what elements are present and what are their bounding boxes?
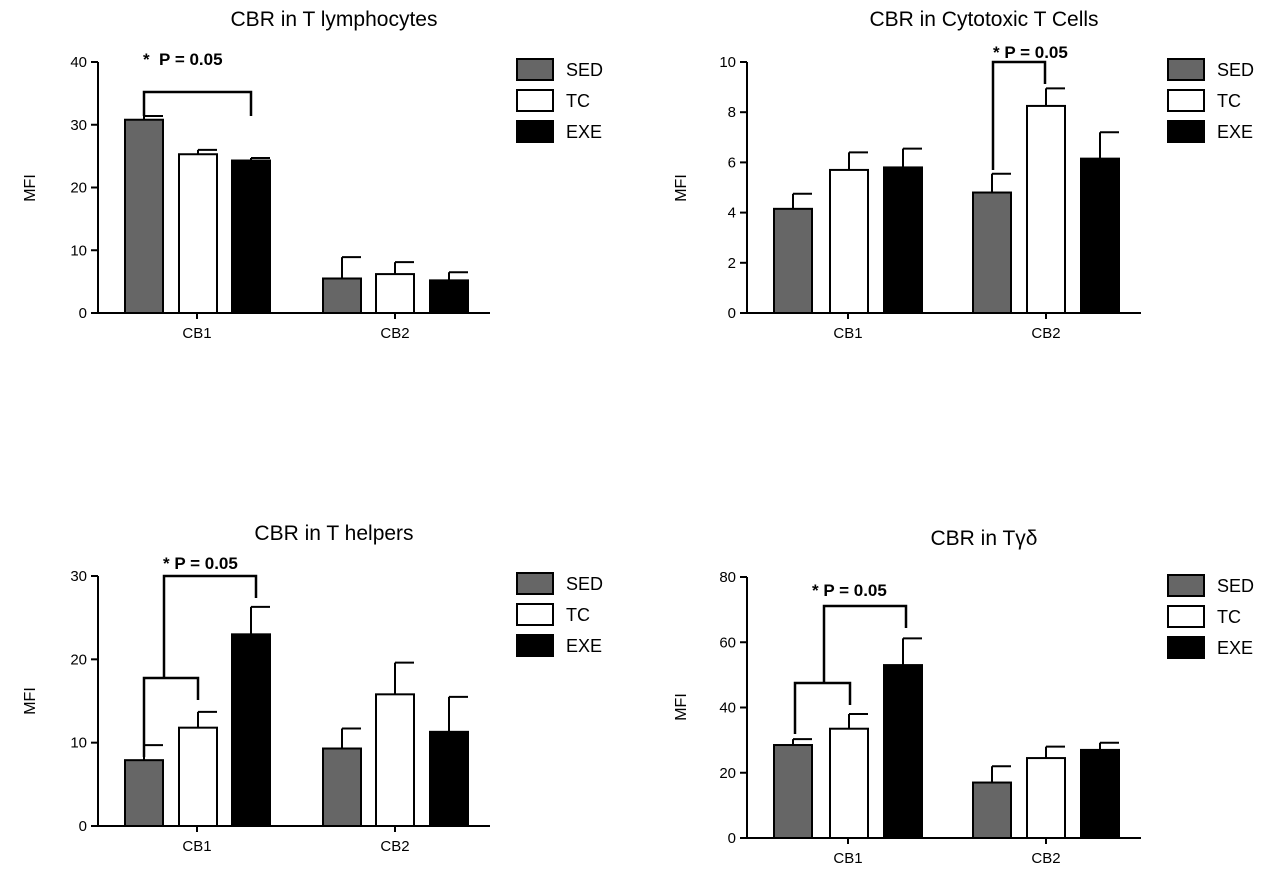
- legend-label-tc: TC: [566, 605, 590, 625]
- x-tick-label: CB1: [833, 325, 862, 342]
- chart-panel-2: CBR in Cytotoxic T Cells 0 2 4 6 8 10 MFI CB1 CB2…: [673, 8, 1254, 342]
- legend-swatch-exe: [516, 120, 554, 143]
- legend-swatch-sed: [516, 58, 554, 81]
- chart-title: CBR in T helpers: [254, 522, 413, 545]
- significance-label: * P = 0.05: [993, 43, 1068, 62]
- chart-panel-4: CBR in Tγδ 0 20 40 60 80 MFI CB1 CB2 * P = 0.05 SE…: [673, 527, 1254, 867]
- legend-label-sed: SED: [566, 574, 603, 594]
- legend-swatch-exe: [516, 634, 554, 657]
- x-tick-label: CB1: [833, 850, 862, 867]
- y-tick-label: 10: [719, 54, 736, 71]
- significance-label: * P = 0.05: [163, 554, 238, 573]
- x-tick-label: CB2: [1031, 325, 1060, 342]
- significance-bracket: [142, 90, 253, 116]
- y-tick-label: 10: [70, 242, 87, 259]
- x-tick-label: CB2: [380, 838, 409, 855]
- y-tick-label: 0: [79, 305, 87, 322]
- legend-label-tc: TC: [1217, 91, 1241, 111]
- significance-label: * P = 0.05: [143, 50, 223, 69]
- bar-exe-cb2: [1080, 748, 1120, 839]
- x-tick-label: CB2: [380, 325, 409, 342]
- y-tick-label: 8: [728, 104, 736, 121]
- legend-swatch-sed: [516, 572, 554, 595]
- legend-swatch-tc: [516, 603, 554, 626]
- x-tick-label: CB2: [1031, 850, 1060, 867]
- legend-label-sed: SED: [1217, 60, 1254, 80]
- bar-sed-cb2: [322, 277, 362, 314]
- significance-bracket: [162, 574, 258, 678]
- legend-label-sed: SED: [566, 60, 603, 80]
- bar-tc-cb2: [1026, 104, 1066, 314]
- y-tick-label: 0: [79, 818, 87, 835]
- bar-tc-cb1: [829, 727, 869, 839]
- chart-title: CBR in T lymphocytes: [231, 8, 438, 31]
- bar-sed-cb1: [124, 118, 164, 315]
- legend-swatch-sed: [1167, 58, 1205, 81]
- y-tick-label: 0: [728, 305, 736, 322]
- bar-sed-cb2: [972, 191, 1012, 315]
- bar-exe-cb2: [1080, 157, 1120, 314]
- significance-bracket: [793, 681, 852, 734]
- bar-sed-cb2: [322, 747, 362, 827]
- x-tick-label: CB1: [182, 325, 211, 342]
- legend-label-exe: EXE: [1217, 122, 1253, 142]
- y-axis-label: MFI: [673, 174, 690, 202]
- y-tick-label: 20: [70, 651, 87, 668]
- chart-title: CBR in Cytotoxic T Cells: [869, 8, 1098, 31]
- bar-tc-cb2: [375, 273, 415, 314]
- significance-bracket: [991, 60, 1047, 170]
- bar-exe-cb1: [231, 633, 271, 827]
- legend-label-tc: TC: [1217, 607, 1241, 627]
- y-tick-label: 40: [70, 54, 87, 71]
- chart-panel-1: CBR in T lymphocytes 0 10 20 30 40 MFI CB1 CB2 * …: [22, 8, 603, 342]
- y-tick-label: 10: [70, 735, 87, 752]
- bar-exe-cb2: [429, 730, 469, 827]
- legend-label-sed: SED: [1217, 576, 1254, 596]
- y-tick-label: 60: [719, 634, 736, 651]
- bar-tc-cb2: [1026, 757, 1066, 839]
- bar-tc-cb2: [375, 693, 415, 827]
- legend-label-exe: EXE: [1217, 638, 1253, 658]
- y-tick-label: 30: [70, 568, 87, 585]
- y-axis-label: MFI: [22, 174, 39, 202]
- chart-title: CBR in Tγδ: [931, 527, 1038, 550]
- y-tick-label: 2: [728, 255, 736, 272]
- bar-sed-cb1: [773, 744, 813, 839]
- bar-exe-cb2: [429, 279, 469, 314]
- y-tick-label: 40: [719, 700, 736, 717]
- bar-tc-cb1: [829, 168, 869, 314]
- bar-sed-cb1: [124, 759, 164, 828]
- bar-sed-cb2: [972, 781, 1012, 839]
- significance-label: * P = 0.05: [812, 581, 887, 600]
- y-axis-label: MFI: [673, 693, 690, 721]
- y-tick-label: 30: [70, 117, 87, 134]
- y-tick-label: 6: [728, 154, 736, 171]
- legend-label-tc: TC: [566, 91, 590, 111]
- legend-swatch-sed: [1167, 574, 1205, 597]
- bar-exe-cb1: [883, 664, 923, 840]
- legend-swatch-exe: [1167, 120, 1205, 143]
- bar-exe-cb1: [231, 159, 271, 314]
- y-tick-label: 20: [719, 765, 736, 782]
- bar-tc-cb1: [178, 153, 218, 314]
- legend-swatch-tc: [1167, 605, 1205, 628]
- legend-swatch-tc: [1167, 89, 1205, 112]
- y-tick-label: 80: [719, 569, 736, 586]
- bar-exe-cb1: [883, 166, 923, 314]
- legend-swatch-tc: [516, 89, 554, 112]
- y-axis-label: MFI: [22, 687, 39, 715]
- x-tick-label: CB1: [182, 838, 211, 855]
- bar-tc-cb1: [178, 726, 218, 828]
- y-tick-label: 4: [728, 205, 736, 222]
- bar-sed-cb1: [773, 207, 813, 315]
- significance-bracket: [142, 676, 200, 757]
- chart-panel-3: CBR in T helpers 0 10 20 30 MFI CB1 CB2 * P = 0.…: [22, 522, 603, 855]
- legend-label-exe: EXE: [566, 636, 602, 656]
- y-tick-label: 0: [728, 830, 736, 847]
- legend-swatch-exe: [1167, 636, 1205, 659]
- legend-label-exe: EXE: [566, 122, 602, 142]
- significance-bracket: [822, 604, 908, 683]
- y-tick-label: 20: [70, 180, 87, 197]
